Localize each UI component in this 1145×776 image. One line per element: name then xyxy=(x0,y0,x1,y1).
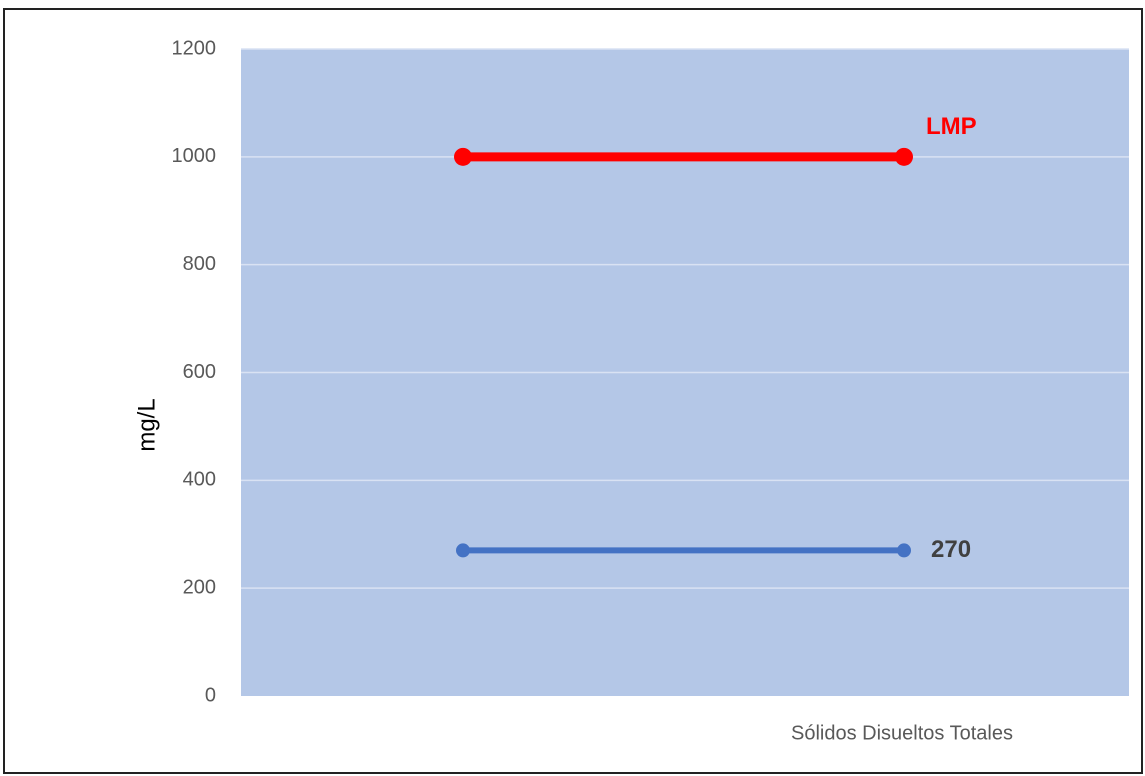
chart: 0 200 400 600 800 1000 1200 mg/L LMP 270 Sólido… xyxy=(133,37,1129,744)
y-tick-label: 1200 xyxy=(172,37,217,59)
y-axis-label: mg/L xyxy=(133,398,160,451)
y-tick-label: 0 xyxy=(205,684,216,706)
data-label: LMP xyxy=(926,113,977,140)
y-tick-label: 200 xyxy=(183,576,216,598)
y-tick-label: 600 xyxy=(183,361,216,383)
data-point xyxy=(897,543,911,558)
chart-frame: 0 200 400 600 800 1000 1200 mg/L LMP 270 Sólido… xyxy=(3,8,1143,774)
data-point xyxy=(454,147,472,166)
data-point xyxy=(456,543,470,558)
data-label: 270 xyxy=(931,536,971,563)
y-tick-labels: 0 200 400 600 800 1000 1200 xyxy=(172,37,217,706)
y-tick-label: 1000 xyxy=(172,145,217,167)
gridlines xyxy=(241,48,1129,589)
y-tick-label: 400 xyxy=(183,469,216,491)
series-group: LMP 270 xyxy=(454,113,977,563)
data-point xyxy=(895,147,913,166)
y-tick-label: 800 xyxy=(183,253,216,275)
x-category-label: Sólidos Disueltos Totales xyxy=(791,722,1013,744)
